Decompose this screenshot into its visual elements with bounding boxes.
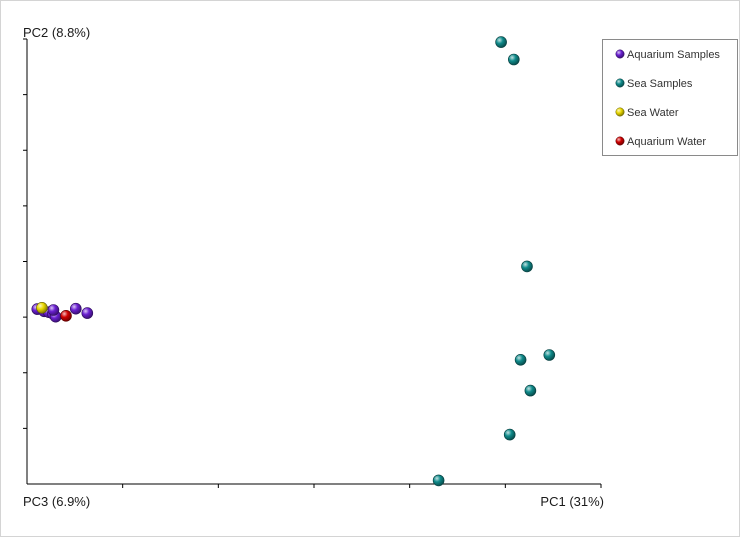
legend-marker [615,78,625,88]
legend-marker [615,49,625,59]
aquarium-water-point [60,309,72,322]
aquarium-samples-point [81,307,94,319]
legend: Aquarium Samples Sea Samples Sea Water Aqua… [602,39,738,156]
x-axis-ticks [122,484,602,488]
axes [23,38,602,488]
legend-items: Aquarium Samples Sea Samples Sea Water Aqua… [615,49,720,148]
sea-samples-point [503,428,516,441]
aquarium-samples-point [47,304,60,316]
legend-marker [615,136,625,146]
sea-water-point [36,301,48,314]
sea-samples-point [524,384,537,397]
sea-samples-point [432,474,445,487]
sea-samples-point [514,353,527,366]
legend-marker [615,107,625,117]
y-axis-label: PC2 (8.8%) [23,25,90,40]
z-axis-label: PC3 (6.9%) [23,494,90,509]
y-axis-ticks [23,38,27,429]
x-axis-label: PC1 (31%) [540,494,604,509]
legend-box [602,39,738,156]
sea-samples-point [521,260,533,273]
aquarium-samples-point [70,302,82,315]
legend-label: Sea Samples [627,78,693,90]
legend-label: Sea Water [627,107,679,119]
sea-samples-point [543,349,556,361]
sea-samples-point [495,36,507,48]
legend-label: Aquarium Water [627,136,706,148]
data-points [31,36,556,487]
legend-label: Aquarium Samples [627,49,720,61]
sea-samples-point [507,53,520,66]
